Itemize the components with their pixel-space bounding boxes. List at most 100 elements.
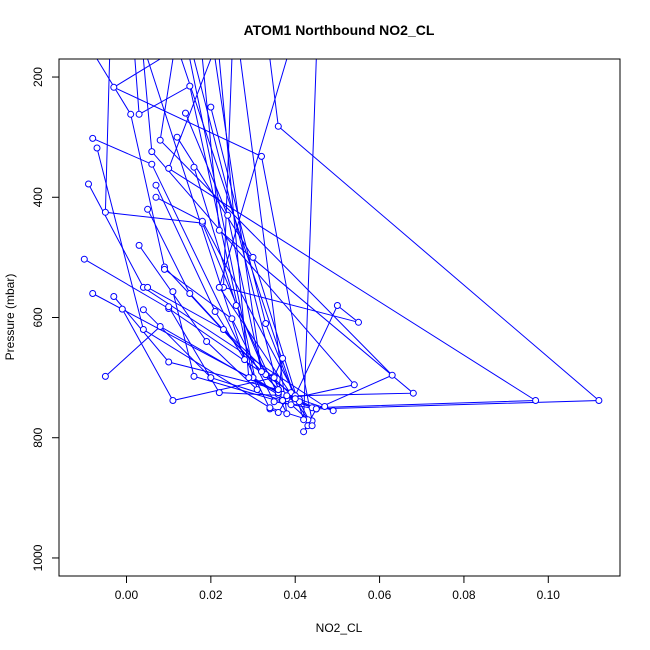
chart-title: ATOM1 Northbound NO2_CL <box>244 22 435 38</box>
data-point <box>152 181 160 189</box>
data-point <box>110 83 118 91</box>
data-point <box>355 318 362 326</box>
data-point <box>165 164 173 172</box>
data-point <box>211 308 219 315</box>
data-point <box>274 386 282 394</box>
data-point <box>532 397 540 404</box>
data-point <box>249 253 257 261</box>
data-point <box>182 109 189 117</box>
data-point <box>89 134 97 142</box>
data-point <box>148 148 156 156</box>
data-point <box>80 255 88 263</box>
y-tick-label: 200 <box>31 67 45 87</box>
data-point <box>287 401 295 409</box>
data-point <box>165 303 173 311</box>
data-point <box>312 405 320 413</box>
data-point <box>333 302 341 309</box>
x-tick-label: 0.04 <box>284 588 308 602</box>
data-point <box>228 315 236 323</box>
data-point <box>156 323 164 330</box>
data-point <box>144 205 152 213</box>
series-line-19 <box>185 59 262 372</box>
data-point <box>186 82 194 90</box>
data-point <box>93 144 101 152</box>
data-point <box>224 211 232 219</box>
data-point <box>279 354 287 362</box>
data-point <box>283 410 291 418</box>
data-point <box>266 404 274 412</box>
data-point <box>110 293 118 300</box>
data-point <box>283 392 291 400</box>
data-point <box>135 241 143 249</box>
y-tick-label: 400 <box>31 187 45 207</box>
data-point <box>169 397 177 404</box>
series-line-15 <box>193 59 288 414</box>
data-point <box>85 180 92 188</box>
data-point <box>270 374 278 382</box>
x-tick-label: 0.08 <box>452 588 476 602</box>
series-line-20 <box>147 59 246 360</box>
data-point <box>220 326 227 333</box>
data-point <box>388 371 396 379</box>
data-point <box>308 422 316 430</box>
x-tick-label: 0.00 <box>115 588 139 602</box>
data-point <box>148 160 156 168</box>
data-point <box>127 110 135 118</box>
data-point <box>258 152 265 160</box>
data-point <box>169 288 177 296</box>
data-point <box>139 306 147 314</box>
points-layer <box>80 82 603 436</box>
data-point <box>156 136 164 144</box>
data-point <box>253 386 261 394</box>
data-point <box>203 338 211 345</box>
data-point <box>101 208 109 216</box>
data-point <box>291 395 299 403</box>
y-axis: 200 400 600 800 1000 <box>31 67 60 571</box>
data-point <box>300 416 308 424</box>
data-point <box>274 122 282 130</box>
data-point <box>207 103 215 111</box>
data-point <box>262 320 270 327</box>
data-point <box>270 398 278 406</box>
x-tick-label: 0.06 <box>368 588 392 602</box>
data-point <box>190 163 198 171</box>
data-point <box>89 290 97 297</box>
series-line-14 <box>176 59 317 420</box>
data-point <box>207 374 215 382</box>
data-point <box>165 358 173 366</box>
data-point <box>350 381 358 389</box>
data-point <box>144 283 152 291</box>
data-point <box>595 397 603 404</box>
y-tick-label: 1000 <box>31 544 45 571</box>
data-point <box>329 407 337 415</box>
data-point <box>215 226 223 234</box>
data-point <box>190 372 198 380</box>
data-point <box>173 133 181 141</box>
x-tick-label: 0.10 <box>537 588 561 602</box>
data-point <box>101 372 109 380</box>
y-tick-label: 800 <box>31 427 45 447</box>
data-point <box>152 193 160 201</box>
x-tick-label: 0.02 <box>199 588 223 602</box>
data-point <box>258 368 265 376</box>
data-point <box>232 302 240 309</box>
data-point <box>161 265 168 273</box>
data-point <box>186 290 194 297</box>
y-tick-label: 600 <box>31 307 45 327</box>
data-point <box>245 374 253 382</box>
data-point <box>215 389 223 397</box>
data-point <box>215 283 223 291</box>
data-point <box>198 217 206 225</box>
data-point <box>300 428 308 436</box>
y-axis-label: Pressure (mbar) <box>3 274 17 361</box>
x-axis-label: NO2_CL <box>316 621 363 635</box>
data-point <box>135 110 143 118</box>
data-point <box>118 305 126 313</box>
data-point <box>409 389 417 397</box>
data-point <box>241 356 249 364</box>
data-point <box>279 397 287 404</box>
data-point <box>139 326 147 333</box>
data-point <box>274 409 282 416</box>
